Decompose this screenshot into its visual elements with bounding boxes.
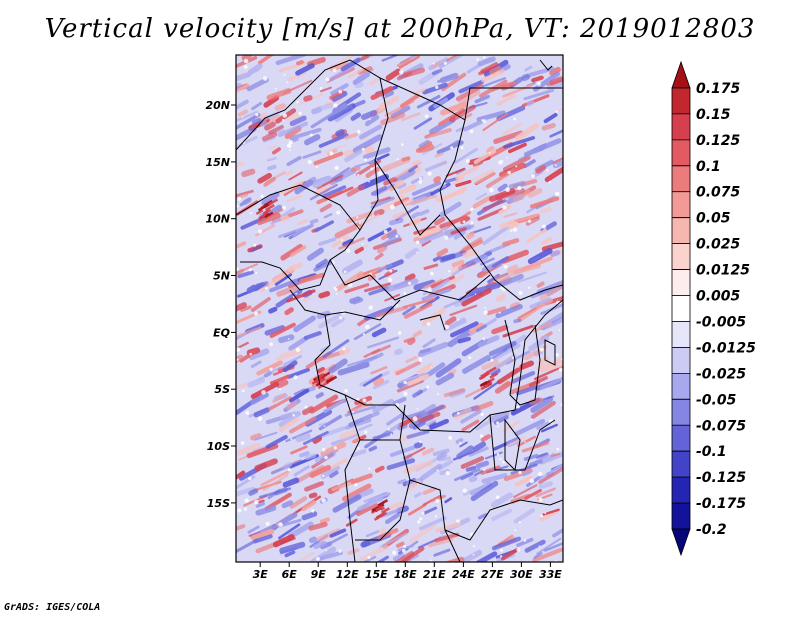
colorbar-segment	[671, 398, 691, 426]
lon-tick-label: 30E	[510, 568, 533, 581]
map-title: Vertical velocity [m/s] at 200hPa, VT: 2…	[44, 14, 756, 44]
colorbar-label: 0.05	[696, 211, 731, 227]
footer-credit: GrADS: IGES/COLA	[4, 602, 101, 613]
lat-tick-label: 5S	[214, 383, 230, 396]
colorbar-label: -0.1	[696, 444, 727, 460]
colorbar-label: -0.125	[696, 470, 746, 486]
colorbar-label: 0.15	[696, 107, 731, 123]
colorbar-segment	[671, 269, 691, 296]
latitude-axis: 20N 15N 10N 5N EQ 5S 10S 15S	[205, 99, 236, 510]
lon-tick-label: 12E	[336, 568, 359, 581]
colorbar-segment	[671, 165, 691, 193]
colorbar-segment	[671, 113, 691, 141]
colorbar-segment	[671, 321, 691, 348]
lat-tick-label: 10S	[207, 440, 230, 453]
lon-tick-label: 27E	[481, 568, 504, 581]
colorbar-label: -0.05	[696, 392, 737, 408]
colorbar-label: -0.2	[696, 522, 727, 538]
colorbar-segment	[671, 502, 691, 530]
lon-tick-label: 6E	[282, 568, 298, 581]
colorbar-label: -0.005	[696, 315, 746, 331]
colorbar-label: -0.075	[696, 418, 746, 434]
colorbar-segment	[671, 476, 691, 504]
lon-tick-label: 33E	[539, 568, 562, 581]
colorbar-segment	[671, 424, 691, 452]
lon-tick-label: 9E	[311, 568, 327, 581]
colorbar-label: -0.175	[696, 496, 746, 512]
lon-tick-label: 21E	[423, 568, 446, 581]
colorbar-label: 0.005	[696, 289, 741, 305]
colorbar-label: 0.025	[696, 237, 741, 253]
lon-tick-label: 15E	[365, 568, 388, 581]
colorbar-label: 0.125	[696, 133, 741, 149]
lat-tick-label: 15S	[207, 497, 230, 510]
colorbar-label: 0.1	[696, 159, 721, 175]
colorbar-label: -0.025	[696, 366, 746, 382]
colorbar-segment	[671, 217, 691, 245]
colorbar-segment	[671, 139, 691, 167]
vertical-velocity-field	[236, 55, 563, 562]
colorbar-segment	[671, 295, 691, 322]
longitude-axis: 3E 6E 9E 12E 15E 18E 21E 24E 27E 30E 33E	[253, 562, 562, 581]
colorbar-segment	[671, 243, 691, 270]
colorbar-label: 0.175	[696, 81, 741, 97]
lat-tick-label: 15N	[205, 156, 230, 169]
lon-tick-label: 18E	[394, 568, 417, 581]
colorbar-segment	[671, 372, 691, 400]
colorbar-segment	[671, 60, 691, 89]
lon-tick-label: 3E	[253, 568, 269, 581]
colorbar-segment	[671, 191, 691, 219]
colorbar-label: -0.0125	[696, 340, 756, 356]
lat-tick-label: 5N	[213, 270, 230, 283]
colorbar-segment	[671, 450, 691, 478]
colorbar: 0.175 0.15 0.125 0.1 0.075 0.05 0.025 0.0125 0.0…	[671, 60, 756, 557]
colorbar-label: 0.075	[696, 185, 741, 201]
lat-tick-label: 20N	[205, 99, 230, 112]
lon-tick-label: 24E	[452, 568, 475, 581]
colorbar-label: 0.0125	[696, 263, 750, 279]
lat-tick-label: 10N	[205, 213, 230, 226]
colorbar-segment	[671, 87, 691, 115]
colorbar-segment	[671, 528, 691, 557]
lat-tick-label: EQ	[213, 326, 230, 339]
country-boundaries	[236, 59, 563, 562]
colorbar-segment	[671, 347, 691, 374]
map-frame	[235, 54, 564, 563]
